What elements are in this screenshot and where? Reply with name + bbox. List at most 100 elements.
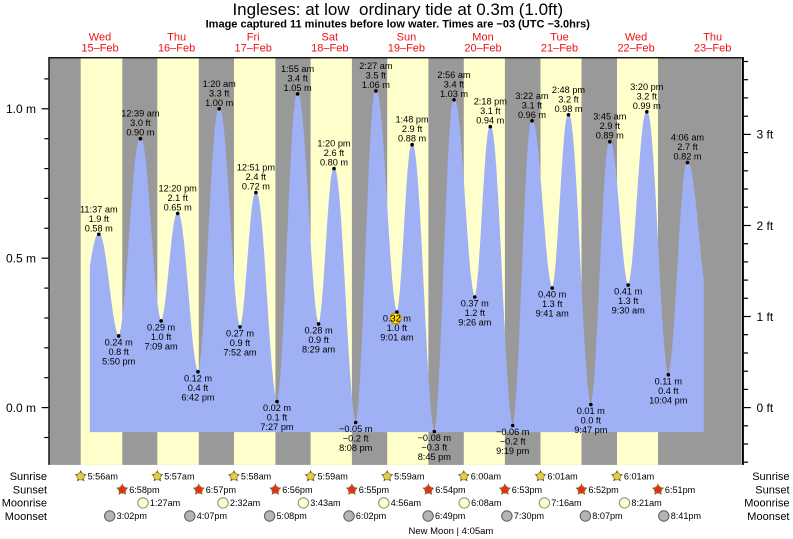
svg-text:Moonrise: Moonrise (2, 498, 47, 510)
svg-text:2:27 am: 2:27 am (359, 61, 393, 71)
svg-text:1:55 am: 1:55 am (281, 64, 315, 74)
svg-text:1.3 ft: 1.3 ft (618, 296, 639, 306)
svg-text:9:26 am: 9:26 am (458, 318, 492, 328)
svg-text:6:49pm: 6:49pm (435, 511, 465, 521)
svg-text:6:53pm: 6:53pm (512, 485, 542, 495)
svg-text:Thu: Thu (703, 32, 722, 44)
svg-text:5:08pm: 5:08pm (277, 511, 307, 521)
svg-text:0.40 m: 0.40 m (538, 290, 566, 300)
svg-text:−0.3 ft: −0.3 ft (421, 443, 447, 453)
svg-text:0.01 m: 0.01 m (577, 406, 605, 416)
svg-text:Tue: Tue (550, 32, 569, 44)
svg-text:2.4 ft: 2.4 ft (246, 172, 267, 182)
svg-text:Moonset: Moonset (5, 511, 47, 523)
svg-text:10:04 pm: 10:04 pm (649, 395, 688, 405)
svg-text:16–Feb: 16–Feb (158, 42, 195, 54)
svg-text:0.27 m: 0.27 m (226, 329, 254, 339)
svg-text:5:56am: 5:56am (88, 472, 118, 482)
svg-text:7:09 am: 7:09 am (144, 342, 178, 352)
svg-text:12:51 pm: 12:51 pm (237, 163, 276, 173)
svg-text:Wed: Wed (89, 32, 111, 44)
svg-text:0.1 ft: 0.1 ft (267, 413, 288, 423)
svg-text:6:08am: 6:08am (471, 498, 501, 508)
svg-text:0.24 m: 0.24 m (105, 338, 133, 348)
svg-text:6:00am: 6:00am (471, 472, 501, 482)
svg-text:9:47 pm: 9:47 pm (574, 425, 608, 435)
svg-text:0.65 m: 0.65 m (164, 202, 192, 212)
svg-text:0.96 m: 0.96 m (518, 110, 546, 120)
svg-text:1.0 ft: 1.0 ft (151, 332, 172, 342)
svg-text:6:58pm: 6:58pm (129, 485, 159, 495)
svg-text:15–Feb: 15–Feb (81, 42, 118, 54)
svg-text:3.1 ft: 3.1 ft (522, 100, 543, 110)
svg-text:0.88 m: 0.88 m (398, 134, 426, 144)
svg-text:6:42 pm: 6:42 pm (181, 392, 215, 402)
svg-text:0.12 m: 0.12 m (184, 373, 212, 383)
svg-text:3.5 ft: 3.5 ft (366, 70, 387, 80)
svg-text:8:07pm: 8:07pm (592, 511, 622, 521)
svg-text:8:21am: 8:21am (631, 498, 661, 508)
svg-text:1.03 m: 1.03 m (440, 89, 468, 99)
svg-text:6:52pm: 6:52pm (588, 485, 618, 495)
svg-text:0.98 m: 0.98 m (554, 104, 582, 114)
svg-text:0.5 m: 0.5 m (6, 252, 36, 266)
svg-text:1:20 am: 1:20 am (203, 79, 237, 89)
svg-text:2.9 ft: 2.9 ft (600, 121, 621, 131)
svg-text:12:20 pm: 12:20 pm (159, 183, 198, 193)
svg-text:1:20 pm: 1:20 pm (317, 139, 351, 149)
svg-text:Mon: Mon (472, 32, 493, 44)
svg-text:Sunrise: Sunrise (752, 471, 789, 483)
svg-text:3:20 pm: 3:20 pm (630, 82, 664, 92)
svg-text:11:37 am: 11:37 am (80, 204, 118, 214)
svg-text:7:27 pm: 7:27 pm (260, 422, 294, 432)
svg-text:6:02pm: 6:02pm (356, 511, 386, 521)
svg-text:−0.2 ft: −0.2 ft (343, 434, 369, 444)
svg-text:6:51pm: 6:51pm (665, 485, 695, 495)
svg-text:6:01am: 6:01am (547, 472, 577, 482)
svg-text:18–Feb: 18–Feb (311, 42, 348, 54)
svg-text:3 ft: 3 ft (757, 128, 774, 142)
svg-text:3:43am: 3:43am (310, 498, 340, 508)
svg-text:0.37 m: 0.37 m (461, 299, 489, 309)
svg-text:0.02 m: 0.02 m (263, 403, 291, 413)
svg-text:5:50 pm: 5:50 pm (102, 357, 136, 367)
svg-text:9:30 am: 9:30 am (612, 306, 646, 316)
svg-text:New Moon | 4:05am: New Moon | 4:05am (409, 526, 494, 537)
svg-text:3:45 am: 3:45 am (593, 112, 627, 122)
svg-text:Sun: Sun (397, 32, 417, 44)
svg-text:0.80 m: 0.80 m (320, 158, 348, 168)
svg-text:1.00 m: 1.00 m (205, 98, 233, 108)
svg-text:3.2 ft: 3.2 ft (637, 91, 658, 101)
svg-text:8:29 am: 8:29 am (302, 345, 336, 355)
svg-text:7:16am: 7:16am (551, 498, 581, 508)
svg-text:20–Feb: 20–Feb (464, 42, 501, 54)
svg-text:0.89 m: 0.89 m (596, 131, 624, 141)
svg-text:4:06 am: 4:06 am (671, 133, 705, 143)
svg-text:0.58 m: 0.58 m (85, 223, 113, 233)
svg-text:−0.2 ft: −0.2 ft (500, 437, 526, 447)
svg-text:2.1 ft: 2.1 ft (167, 193, 188, 203)
svg-text:3:02pm: 3:02pm (117, 511, 147, 521)
svg-text:Sunset: Sunset (13, 485, 47, 497)
svg-text:6:56pm: 6:56pm (282, 485, 312, 495)
svg-text:2.9 ft: 2.9 ft (402, 124, 423, 134)
svg-text:Moonset: Moonset (747, 511, 789, 523)
svg-text:4:07pm: 4:07pm (197, 511, 227, 521)
svg-text:3:22 am: 3:22 am (515, 91, 549, 101)
svg-text:0.0 m: 0.0 m (6, 401, 36, 415)
svg-text:2.7 ft: 2.7 ft (677, 142, 698, 152)
svg-text:5:58am: 5:58am (241, 472, 271, 482)
svg-text:5:59am: 5:59am (394, 472, 424, 482)
svg-text:12:39 am: 12:39 am (121, 109, 160, 119)
svg-text:2:48 pm: 2:48 pm (552, 85, 586, 95)
svg-text:−0.08 m: −0.08 m (418, 433, 452, 443)
svg-text:Image captured 11 minutes befo: Image captured 11 minutes before low wat… (206, 19, 591, 31)
svg-text:9:19 pm: 9:19 pm (496, 446, 530, 456)
svg-text:9:01 am: 9:01 am (380, 333, 414, 343)
svg-text:7:52 am: 7:52 am (223, 348, 257, 358)
svg-text:1.06 m: 1.06 m (362, 80, 390, 90)
svg-text:2 ft: 2 ft (757, 219, 774, 233)
svg-text:0.99 m: 0.99 m (633, 101, 661, 111)
svg-text:−0.05 m: −0.05 m (339, 424, 373, 434)
svg-text:Sunrise: Sunrise (10, 471, 47, 483)
